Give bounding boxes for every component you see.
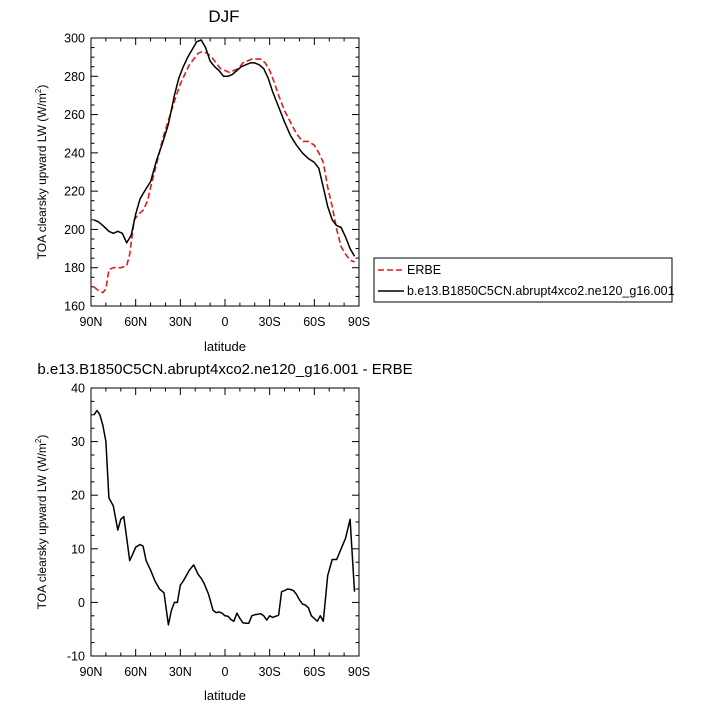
bottom-x-tick-label: 0 — [222, 665, 229, 679]
bottom-x-tick-label: 30S — [259, 665, 281, 679]
top-x-tick-label: 0 — [222, 315, 229, 329]
legend-label-erbe: ERBE — [407, 263, 441, 277]
top-y-axis-label: TOA clearsky upward LW (W/m2) — [34, 85, 49, 260]
bottom-chart-title: b.e13.B1850C5CN.abrupt4xco2.ne120_g16.00… — [37, 361, 412, 378]
top-y-tick-label: 280 — [64, 70, 85, 84]
bottom-y-axis-label-close: ) — [35, 435, 49, 439]
top-x-tick-label: 60S — [303, 315, 325, 329]
top-panel: DJF 160 180 200 220 240 260 280 300 90N 60N 30N 0 3… — [34, 7, 370, 354]
top-x-tick-label: 90N — [80, 315, 103, 329]
top-y-tick-label: 180 — [64, 261, 85, 275]
top-y-tick-label: 260 — [64, 108, 85, 122]
top-y-tick-label: 200 — [64, 223, 85, 237]
bottom-x-axis-label: latitude — [204, 688, 246, 703]
top-y-axis-label-close: ) — [35, 85, 49, 89]
bottom-y-axis-label-main: TOA clearsky upward LW (W/m — [35, 443, 49, 609]
bottom-y-tick-label: 40 — [71, 382, 85, 396]
top-y-axis-label-sup: 2 — [34, 88, 43, 93]
bottom-x-axis: 90N 60N 30N 0 30S 60S 90S — [80, 388, 370, 679]
legend: ERBE b.e13.B1850C5CN.abrupt4xco2.ne120_g… — [373, 257, 675, 303]
top-y-tick-label: 160 — [64, 300, 85, 314]
bottom-y-tick-label: -10 — [67, 650, 85, 664]
bottom-y-tick-label: 0 — [78, 596, 85, 610]
top-x-tick-label: 30N — [169, 315, 192, 329]
top-chart-title: DJF — [208, 7, 239, 26]
top-plot-frame — [90, 37, 360, 307]
legend-label-model: b.e13.B1850C5CN.abrupt4xco2.ne120_g16.00… — [407, 284, 675, 298]
top-series-group — [93, 39, 356, 294]
bottom-series-group — [93, 409, 356, 626]
top-x-tick-label: 60N — [124, 315, 147, 329]
bottom-y-tick-label: 10 — [71, 542, 85, 556]
top-x-tick-label: 90S — [348, 315, 370, 329]
top-x-tick-label: 30S — [259, 315, 281, 329]
bottom-panel: b.e13.B1850C5CN.abrupt4xco2.ne120_g16.00… — [34, 361, 413, 703]
top-x-axis: 90N 60N 30N 0 30S 60S 90S — [80, 38, 370, 329]
bottom-y-axis-label: TOA clearsky upward LW (W/m2) — [34, 435, 49, 610]
top-y-axis-label-main: TOA clearsky upward LW (W/m — [35, 93, 49, 259]
bottom-series-difference-line — [93, 409, 356, 626]
top-series-model-line — [93, 39, 356, 257]
bottom-y-axis-label-sup: 2 — [34, 438, 43, 443]
top-y-tick-label: 300 — [64, 32, 85, 46]
bottom-y-tick-label: 30 — [71, 435, 85, 449]
bottom-y-axis: -10 0 10 20 30 40 — [67, 382, 359, 664]
bottom-x-tick-label: 90S — [348, 665, 370, 679]
top-x-axis-label: latitude — [204, 339, 246, 354]
bottom-x-tick-label: 60N — [124, 665, 147, 679]
legend-box — [373, 257, 673, 303]
bottom-y-tick-label: 20 — [71, 489, 85, 503]
top-y-tick-label: 240 — [64, 146, 85, 160]
top-series-erbe-line — [93, 50, 355, 294]
bottom-x-tick-label: 90N — [80, 665, 103, 679]
top-y-tick-label: 220 — [64, 185, 85, 199]
top-y-axis: 160 180 200 220 240 260 280 300 — [64, 32, 359, 314]
bottom-x-tick-label: 60S — [303, 665, 325, 679]
bottom-x-tick-label: 30N — [169, 665, 192, 679]
